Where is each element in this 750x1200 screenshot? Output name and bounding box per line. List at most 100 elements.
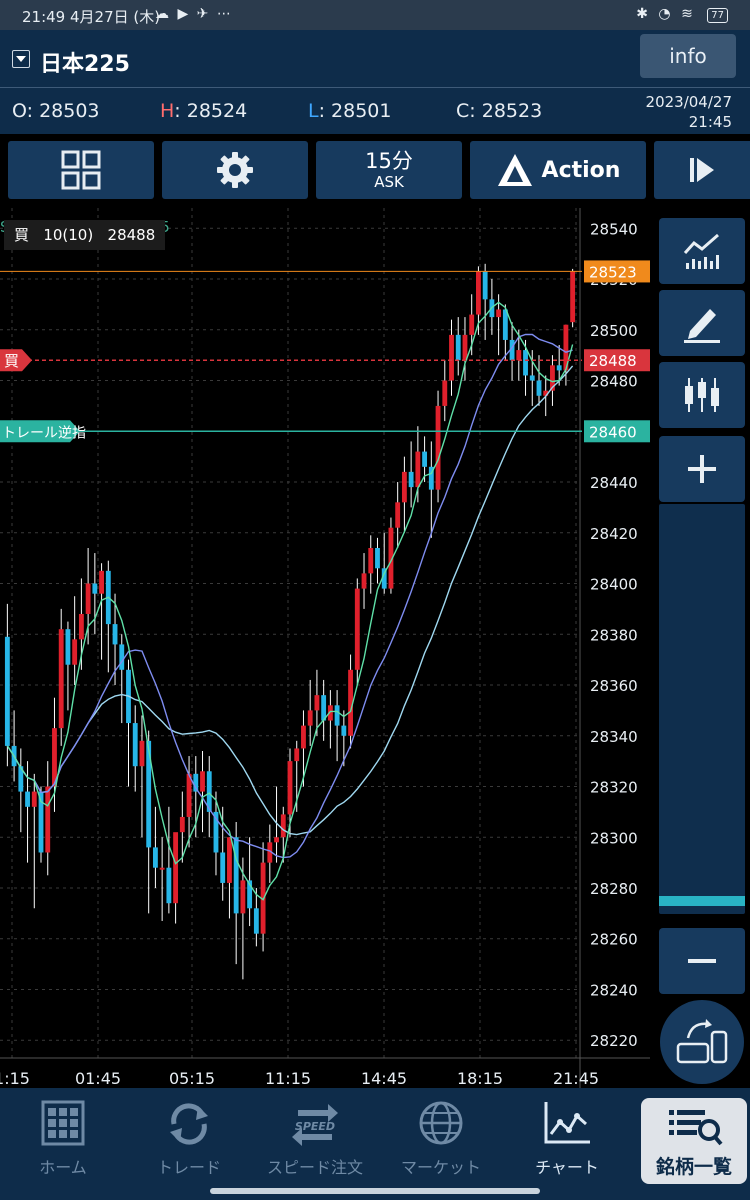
zoom-slider[interactable] (659, 504, 745, 914)
zoom-out-button[interactable] (659, 928, 745, 994)
price-tick-label: 28300 (590, 829, 638, 847)
candle-body (388, 527, 394, 589)
price-tick-label: 28220 (590, 1032, 638, 1050)
price-tick-label: 28320 (590, 779, 638, 797)
action-label: Action (541, 157, 621, 183)
time-tick-label: 05:15 (169, 1069, 215, 1088)
minus-icon (688, 959, 716, 963)
play-forward-button[interactable] (654, 141, 750, 199)
nav-home-label: ホーム (39, 1158, 87, 1177)
status-bar: 21:49 4月27日 (木) ☁ ▶ ✈ ⋯ ✱ ◔ ≋ 77 (0, 0, 750, 30)
candle-body (435, 405, 441, 490)
time-tick-label: 01:45 (75, 1069, 121, 1088)
symbol-list-button[interactable]: 銘柄一覧 (641, 1098, 747, 1184)
grid-layout-icon (61, 150, 101, 190)
candle-body (112, 624, 118, 645)
chart-canvas[interactable]: 2854028520285002848028460284402842028400… (0, 208, 650, 1088)
candle-style-button[interactable] (659, 362, 745, 428)
candle-body (220, 852, 226, 883)
candle-body (159, 867, 165, 870)
candle-body (52, 728, 57, 787)
candle-body (4, 636, 10, 746)
price-tick-label: 28480 (590, 373, 638, 391)
candle-body (45, 786, 51, 853)
zoom-in-button[interactable] (659, 436, 745, 502)
svg-text:SPEED: SPEED (295, 1120, 335, 1133)
candle-body (523, 350, 528, 376)
candle-body (25, 791, 30, 807)
candle-body (348, 669, 353, 736)
nav-chart[interactable]: チャート (504, 1088, 630, 1188)
price-tick-label: 28500 (590, 322, 638, 340)
candle-body (307, 710, 313, 726)
sma5-line (6, 301, 574, 901)
grid-icon (41, 1100, 85, 1146)
candle-body (72, 639, 78, 665)
ohlc-open: O: 28503 (12, 100, 100, 122)
sma13-line (6, 333, 573, 859)
nav-trade[interactable]: トレード (126, 1088, 252, 1188)
candle-body (570, 271, 576, 323)
symbol-dropdown-icon[interactable] (12, 50, 30, 68)
price-tick-label: 28360 (590, 677, 638, 695)
indicator-button[interactable] (659, 218, 745, 284)
globe-icon (419, 1101, 463, 1145)
trail-tag-shape (0, 420, 80, 443)
candle-body (482, 271, 488, 300)
buy-tag-shape (0, 349, 32, 372)
candle-body (354, 588, 360, 670)
battery-icon: 77 (707, 8, 728, 23)
candle-body (301, 725, 306, 749)
play-end-icon (690, 158, 714, 182)
candle-body (361, 573, 367, 589)
nav-speed-order-label: スピード注文 (266, 1158, 363, 1177)
candle-body (240, 880, 246, 914)
home-indicator[interactable] (210, 1188, 540, 1194)
notification-icons: ☁ ▶ ✈ ⋯ (155, 6, 233, 22)
nav-chart-label: チャート (535, 1158, 599, 1177)
nav-home[interactable]: ホーム (0, 1088, 126, 1188)
candle-body (179, 816, 185, 833)
trail-price-tag: 28460 (589, 423, 637, 441)
candle-body (139, 740, 145, 767)
candle-body (422, 451, 428, 467)
price-tick-label: 28240 (590, 981, 638, 999)
candle-body (38, 791, 44, 853)
symbol-name[interactable]: 日本225 (40, 52, 130, 77)
action-button[interactable]: Action (470, 141, 646, 199)
time-tick-label: 11:15 (265, 1069, 311, 1088)
candle-body (314, 695, 320, 711)
candle-body (166, 867, 172, 904)
list-search-icon (669, 1110, 723, 1146)
nav-speed-order[interactable]: SPEED スピード注文 (252, 1088, 378, 1188)
zoom-slider-thumb[interactable] (659, 896, 745, 906)
settings-button[interactable] (162, 141, 308, 199)
price-tick-label: 28260 (590, 931, 638, 949)
system-tray: ✱ ◔ ≋ 77 (636, 6, 728, 23)
candle-body (233, 837, 239, 914)
price-tick-label: 28540 (590, 220, 638, 238)
action-triangle-icon (497, 154, 532, 186)
candle-body (152, 847, 158, 868)
candle-body (496, 309, 502, 318)
candle-body (334, 705, 340, 726)
candle-body (462, 334, 468, 361)
candle-body (287, 761, 293, 815)
candle-body (213, 811, 219, 853)
candle-body (341, 725, 347, 736)
candle-body (78, 613, 84, 640)
layout-button[interactable] (8, 141, 154, 199)
price-chart[interactable]: 2854028520285002848028460284402842028400… (0, 208, 650, 1088)
position-summary[interactable]: 買 10(10) 28488 (4, 220, 166, 250)
symbol-header: 日本225 info O: 28503 H: 28524 L: 28501 C:… (0, 30, 750, 134)
rotate-screen-button[interactable] (660, 1000, 744, 1084)
info-button[interactable]: info (640, 34, 736, 78)
price-tick-label: 28420 (590, 525, 638, 543)
rotate-device-icon (676, 1019, 728, 1064)
time-tick-label: 1:15 (0, 1069, 30, 1088)
candle-body (449, 334, 454, 381)
nav-market[interactable]: マーケット (378, 1088, 504, 1188)
draw-tool-button[interactable] (659, 290, 745, 356)
plus-icon (688, 455, 716, 483)
timeframe-button[interactable]: 15分 ASK (316, 141, 462, 199)
